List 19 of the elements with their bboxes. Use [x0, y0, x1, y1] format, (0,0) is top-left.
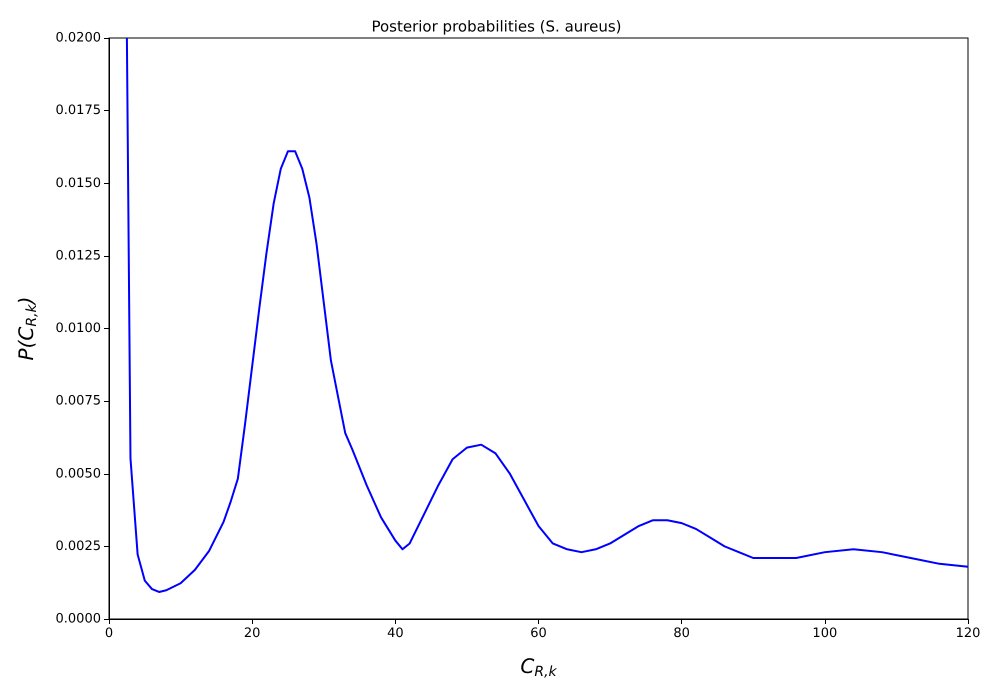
y-tick-label: 0.0150 [56, 176, 101, 191]
y-tick-label: 0.0025 [56, 538, 101, 554]
y-tick-label: 0.0050 [56, 466, 101, 482]
line-series [126, 37, 969, 593]
y-tick-label: 0.0100 [56, 321, 101, 336]
y-tick-label: 0.0000 [56, 612, 101, 626]
x-tick-label: 60 [530, 626, 547, 641]
chart-title: Posterior probabilities (S. aureus) [371, 18, 622, 36]
y-tick-label: 0.0125 [56, 248, 101, 264]
y-tick-label: 0.0175 [56, 103, 101, 118]
x-tick-label: 40 [387, 626, 404, 641]
x-tick-label: 120 [956, 626, 980, 641]
x-tick-label: 80 [673, 626, 690, 641]
y-tick-label: 0.0200 [56, 30, 101, 46]
y-axis-title: P(CR,k) [14, 296, 40, 360]
x-tick-label: 0 [104, 626, 114, 641]
y-tick-label: 0.0075 [56, 394, 101, 409]
x-tick-label: 20 [244, 626, 260, 641]
x-tick-label: 100 [812, 626, 838, 641]
